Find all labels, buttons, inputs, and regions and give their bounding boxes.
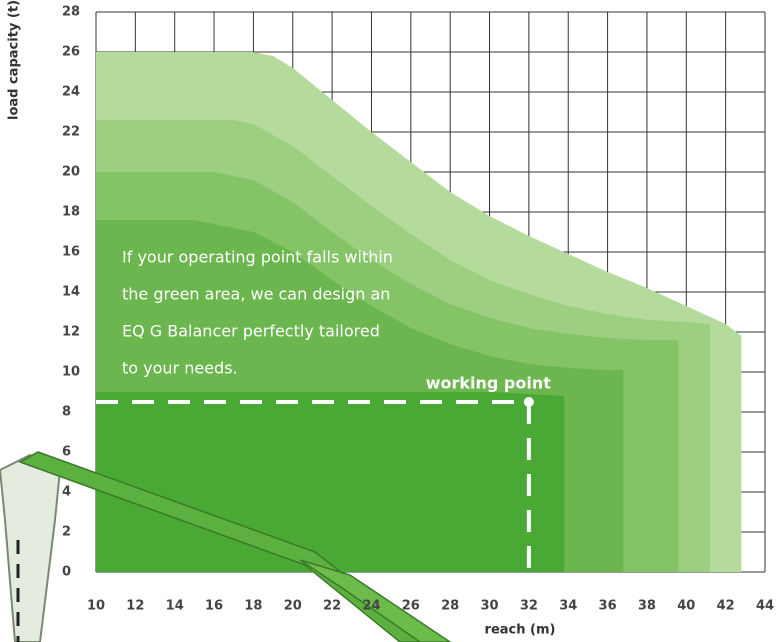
x-tick-label: 40 bbox=[677, 599, 695, 614]
y-tick-label: 28 bbox=[62, 5, 80, 20]
capacity-area bbox=[96, 392, 565, 572]
y-tick-label: 18 bbox=[62, 205, 80, 220]
x-tick-label: 10 bbox=[87, 599, 105, 614]
x-tick-label: 22 bbox=[323, 599, 341, 614]
y-tick-label: 2 bbox=[62, 525, 71, 540]
y-tick-label: 6 bbox=[62, 445, 71, 460]
x-tick-label: 28 bbox=[441, 599, 459, 614]
x-tick-label: 42 bbox=[717, 599, 735, 614]
x-tick-label: 26 bbox=[402, 599, 420, 614]
x-tick-label: 30 bbox=[480, 599, 498, 614]
x-axis-label: reach (m) bbox=[485, 623, 556, 638]
y-tick-label: 16 bbox=[62, 245, 80, 260]
annotation: EQ G Balancer perfectly tailored bbox=[122, 322, 380, 341]
crane-arm bbox=[299, 559, 452, 642]
annotation: the green area, we can design an bbox=[122, 285, 390, 304]
annotation: If your operating point falls within bbox=[122, 248, 393, 267]
crane-illustration bbox=[0, 451, 452, 642]
crane-boom bbox=[18, 451, 432, 642]
x-tick-label: 14 bbox=[166, 599, 184, 614]
x-tick-label: 32 bbox=[520, 599, 538, 614]
crane-column bbox=[0, 453, 62, 642]
x-tick-label: 38 bbox=[638, 599, 656, 614]
y-tick-label: 20 bbox=[62, 165, 80, 180]
annotation: to your needs. bbox=[122, 359, 238, 378]
x-tick-label: 36 bbox=[599, 599, 617, 614]
y-tick-label: 26 bbox=[62, 45, 80, 60]
working-point-label: working point bbox=[426, 374, 552, 393]
x-tick-label: 18 bbox=[244, 599, 262, 614]
x-tick-label: 34 bbox=[559, 599, 577, 614]
y-tick-label: 8 bbox=[62, 405, 71, 420]
y-tick-label: 0 bbox=[62, 565, 71, 580]
x-tick-label: 20 bbox=[284, 599, 302, 614]
y-tick-label: 12 bbox=[62, 325, 80, 340]
x-tick-label: 16 bbox=[205, 599, 223, 614]
y-tick-label: 10 bbox=[62, 365, 80, 380]
y-axis-label: load capacity (t) bbox=[7, 0, 22, 120]
working-point bbox=[523, 397, 534, 407]
y-tick-label: 22 bbox=[62, 125, 80, 140]
y-tick-label: 24 bbox=[62, 85, 80, 100]
areas bbox=[96, 52, 742, 572]
y-tick-label: 14 bbox=[62, 285, 80, 300]
x-tick-label: 24 bbox=[362, 599, 380, 614]
x-tick-label: 12 bbox=[126, 599, 144, 614]
labels: load capacity (t) reach (m) 10 12 14 16 18 20… bbox=[7, 0, 775, 638]
x-tick-label: 44 bbox=[756, 599, 774, 614]
y-tick-label: 4 bbox=[62, 485, 71, 500]
